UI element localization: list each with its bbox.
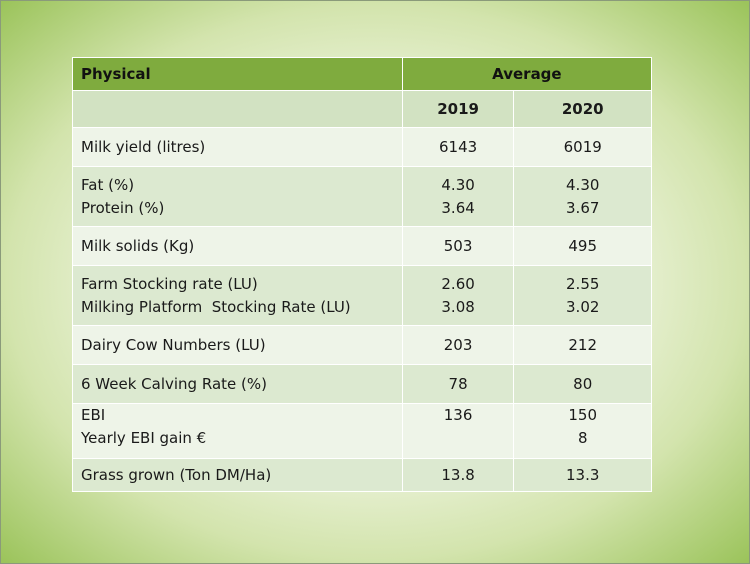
value-2019-cell: 78 bbox=[401, 364, 515, 404]
cow-numbers-2020: 212 bbox=[568, 335, 598, 354]
table-row: Grass grown (Ton DM/Ha) 13.8 13.3 bbox=[72, 458, 652, 492]
value-2019-cell: 503 bbox=[401, 226, 515, 266]
farm-stocking-2020: 2.55 bbox=[566, 274, 600, 293]
value-2019-cell: 203 bbox=[401, 325, 515, 365]
value-2020-cell: 80 bbox=[513, 364, 652, 404]
years-row-empty-cell bbox=[72, 90, 403, 128]
table-row: Dairy Cow Numbers (LU) 203 212 bbox=[72, 325, 652, 365]
calving-rate-2020: 80 bbox=[573, 374, 593, 393]
value-2019-cell: 6143 bbox=[401, 127, 515, 167]
table-header-row: Physical Average bbox=[72, 57, 653, 91]
row-label: Dairy Cow Numbers (LU) bbox=[72, 325, 403, 365]
label-protein: Protein (%) bbox=[81, 198, 165, 217]
value-2020-cell: 2.55 3.02 bbox=[513, 265, 652, 326]
row-label: Fat (%) Protein (%) bbox=[72, 166, 403, 227]
grass-grown-2019: 13.8 bbox=[441, 465, 475, 484]
value-2019-cell: 4.30 3.64 bbox=[401, 166, 515, 227]
table-row: Milk yield (litres) 6143 6019 bbox=[72, 127, 652, 167]
value-2020-cell: 150 8 bbox=[513, 403, 652, 459]
table-row: EBI Yearly EBI gain € 136 150 8 bbox=[72, 403, 652, 459]
protein-2019: 3.64 bbox=[441, 198, 475, 217]
row-label: Farm Stocking rate (LU) Milking Platform… bbox=[72, 265, 403, 326]
cow-numbers-2019: 203 bbox=[443, 335, 473, 354]
row-label: Milk yield (litres) bbox=[72, 127, 403, 167]
year-2019-header: 2019 bbox=[401, 90, 515, 128]
header-physical: Physical bbox=[72, 57, 403, 91]
label-milk-solids: Milk solids (Kg) bbox=[81, 236, 195, 255]
years-row: 2019 2020 bbox=[72, 90, 652, 128]
label-ebi: EBI bbox=[81, 406, 106, 424]
label-milking-platform-stocking-rate: Milking Platform Stocking Rate (LU) bbox=[81, 297, 351, 316]
label-milk-yield: Milk yield (litres) bbox=[81, 137, 206, 156]
value-2019-cell: 13.8 bbox=[401, 458, 515, 492]
year-2020-header: 2020 bbox=[513, 90, 652, 128]
grass-grown-2020: 13.3 bbox=[566, 465, 600, 484]
value-2019-cell: 2.60 3.08 bbox=[401, 265, 515, 326]
label-fat: Fat (%) bbox=[81, 175, 135, 194]
row-label: Milk solids (Kg) bbox=[72, 226, 403, 266]
ebi-gain-2020: 8 bbox=[577, 429, 588, 447]
table-row: 6 Week Calving Rate (%) 78 80 bbox=[72, 364, 652, 404]
milk-yield-2019: 6143 bbox=[439, 137, 478, 156]
label-farm-stocking-rate: Farm Stocking rate (LU) bbox=[81, 274, 258, 293]
platform-stocking-2019: 3.08 bbox=[441, 297, 475, 316]
physical-stats-table: Physical Average 2019 2020 Milk yield (l… bbox=[72, 57, 653, 492]
platform-stocking-2020: 3.02 bbox=[566, 297, 600, 316]
value-2020-cell: 212 bbox=[513, 325, 652, 365]
farm-stocking-2019: 2.60 bbox=[441, 274, 475, 293]
value-2020-cell: 4.30 3.67 bbox=[513, 166, 652, 227]
protein-2020: 3.67 bbox=[566, 198, 600, 217]
row-label: EBI Yearly EBI gain € bbox=[72, 403, 403, 459]
row-label: Grass grown (Ton DM/Ha) bbox=[72, 458, 403, 492]
fat-2019: 4.30 bbox=[441, 175, 475, 194]
calving-rate-2019: 78 bbox=[448, 374, 468, 393]
milk-solids-2019: 503 bbox=[443, 236, 473, 255]
ebi-2019: 136 bbox=[443, 406, 473, 424]
label-dairy-cow-numbers: Dairy Cow Numbers (LU) bbox=[81, 335, 266, 354]
row-label: 6 Week Calving Rate (%) bbox=[72, 364, 403, 404]
table-row: Milk solids (Kg) 503 495 bbox=[72, 226, 652, 266]
value-2020-cell: 6019 bbox=[513, 127, 652, 167]
table-row: Fat (%) Protein (%) 4.30 3.64 4.30 3.67 bbox=[72, 166, 652, 227]
table-row: Farm Stocking rate (LU) Milking Platform… bbox=[72, 265, 652, 326]
label-yearly-ebi-gain: Yearly EBI gain € bbox=[81, 429, 207, 447]
header-average: Average bbox=[401, 57, 653, 91]
value-2020-cell: 13.3 bbox=[513, 458, 652, 492]
milk-solids-2020: 495 bbox=[568, 236, 598, 255]
label-calving-rate: 6 Week Calving Rate (%) bbox=[81, 374, 267, 393]
fat-2020: 4.30 bbox=[566, 175, 600, 194]
label-grass-grown: Grass grown (Ton DM/Ha) bbox=[81, 465, 272, 484]
value-2019-cell: 136 bbox=[401, 403, 515, 459]
value-2020-cell: 495 bbox=[513, 226, 652, 266]
ebi-2020: 150 bbox=[568, 406, 598, 424]
milk-yield-2020: 6019 bbox=[563, 137, 602, 156]
